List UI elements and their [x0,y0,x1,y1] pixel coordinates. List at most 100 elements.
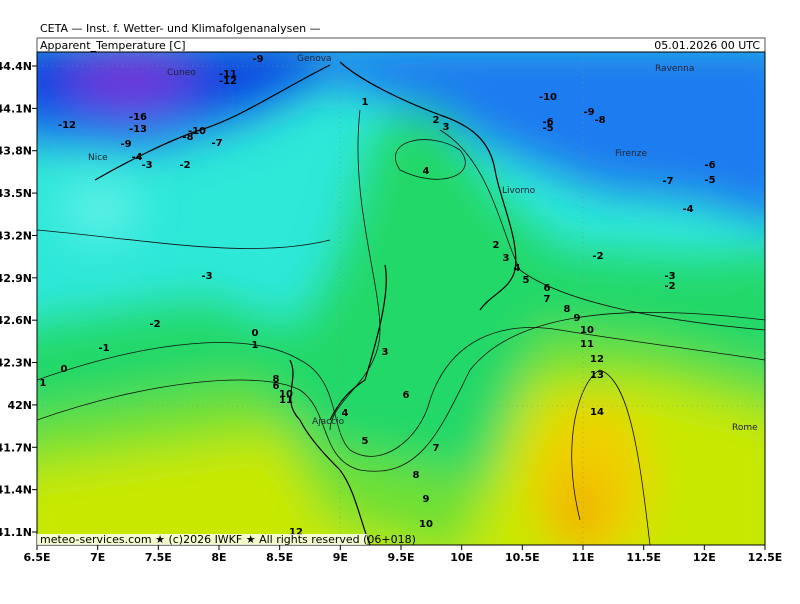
contour-label: 9 [423,494,430,505]
x-tick-label: 7.5E [145,551,172,564]
contour-label: 7 [433,443,440,454]
contour-label: -6 [542,117,553,128]
y-tick-label: 44.4N [0,60,32,73]
contour-label: 10 [279,389,293,400]
contour-label: -5 [542,123,553,134]
contour-label: -16 [129,112,147,123]
title: CETA — Inst. f. Wetter- und Klimafolgena… [40,22,321,35]
contour-label: 1 [362,97,369,108]
contour-label: 4 [423,166,430,177]
x-tick-label: 11.5E [626,551,661,564]
contour-label: -4 [682,204,693,215]
contour-label: -9 [120,139,131,150]
y-tick-label: 43.5N [0,187,32,200]
contour-label: 0 [61,364,68,375]
contour-label: 8 [564,304,571,315]
contour-label: -12 [219,76,237,87]
x-tick-label: 7E [90,551,105,564]
contour-label: 1 [40,378,47,389]
y-tick-label: 41.7N [0,441,32,454]
contour-label: -9 [583,107,594,118]
place-name: Livorno [502,186,536,196]
x-tick-label: 9.5E [387,551,414,564]
y-tick-label: 41.4N [0,484,32,497]
contour-label: 8 [273,374,280,385]
field: -9-11-12-12-16-13 -10-8-7-9-4-3 -21234-10-… [37,52,765,545]
contour-label: -8 [182,132,193,143]
contour-label: 4 [514,263,521,274]
x-tick-label: 10.5E [505,551,540,564]
place-name: Ajaccio [312,417,345,427]
contour-label: 3 [443,122,450,133]
y-tick-label: 43.2N [0,229,32,242]
contour-label: -12 [58,120,76,131]
contour-label: 12 [590,354,604,365]
contour-label: 4 [342,408,349,419]
contour-label: -3 [664,271,675,282]
contour-label: -5 [704,175,715,186]
contour-label: 6 [403,390,410,401]
x-tick-label: 9E [333,551,348,564]
contour-label: -10 [188,126,206,137]
x-tick-label: 11E [572,551,595,564]
contour-label: 1 [252,340,259,351]
x-tick-label: 6.5E [23,551,50,564]
contour-label: 6 [544,283,551,294]
contour-label: 8 [413,470,420,481]
contour-label: -9 [252,54,263,65]
x-tick-label: 8.5E [266,551,293,564]
contour-label: 5 [362,436,369,447]
contour-label: -10 [539,92,557,103]
contour-label: -6 [704,160,715,171]
contour-label: -8 [594,115,605,126]
contour-label: 12 [289,527,303,538]
contour-label: 3 [503,253,510,264]
place-name: Genova [297,54,332,64]
contour-label: -4 [131,152,142,163]
y-tick-label: 42N [7,399,32,412]
y-tick-label: 44.1N [0,102,32,115]
contour-label: 9 [574,313,581,324]
place-name: Ravenna [655,64,694,74]
x-tick-label: 12.5E [748,551,783,564]
x-tick-label: 12E [693,551,716,564]
contour-label: -13 [129,124,147,135]
contour-label: 11 [580,339,594,350]
contour-label: -7 [662,176,673,187]
place-name: Firenze [615,149,647,159]
date: 05.01.2026 00 UTC [654,39,760,52]
contour-label: 5 [523,275,530,286]
contour-label: 11 [279,395,293,406]
contour-label: 10 [419,519,433,530]
contour-label: -3 [201,271,212,282]
contour-label: 14 [590,407,604,418]
contour-label: 0 [252,328,259,339]
contour-label: -2 [149,319,160,330]
y-tick-label: 42.3N [0,357,32,370]
contour-label: -7 [211,138,222,149]
y-tick-label: 41.1N [0,526,32,539]
field-name: Apparent_Temperature [C] [40,39,186,52]
x-tick-label: 10E [450,551,473,564]
contour-label: 2 [493,240,500,251]
y-tick-label: 42.9N [0,272,32,285]
contour-label: -2 [664,281,675,292]
contour-label: -2 [179,160,190,171]
contour-label: 3 [382,347,389,358]
contour-label: 13 [590,370,604,381]
x-tick-label: 8E [211,551,226,564]
contour-label: -2 [592,251,603,262]
credit-bg [37,534,367,545]
contour-label: 10 [580,325,594,336]
contour-label: -11 [219,69,237,80]
contour-label: 6 [273,381,280,392]
y-tick-label: 42.6N [0,314,32,327]
place-name: Nice [88,153,108,163]
y-tick-label: 43.8N [0,145,32,158]
contour-label: 7 [544,294,551,305]
place-name: Cuneo [167,68,196,78]
credit: meteo-services.com ★ (c)2026 IWKF ★ All … [40,533,416,546]
contour-label: 2 [433,115,440,126]
